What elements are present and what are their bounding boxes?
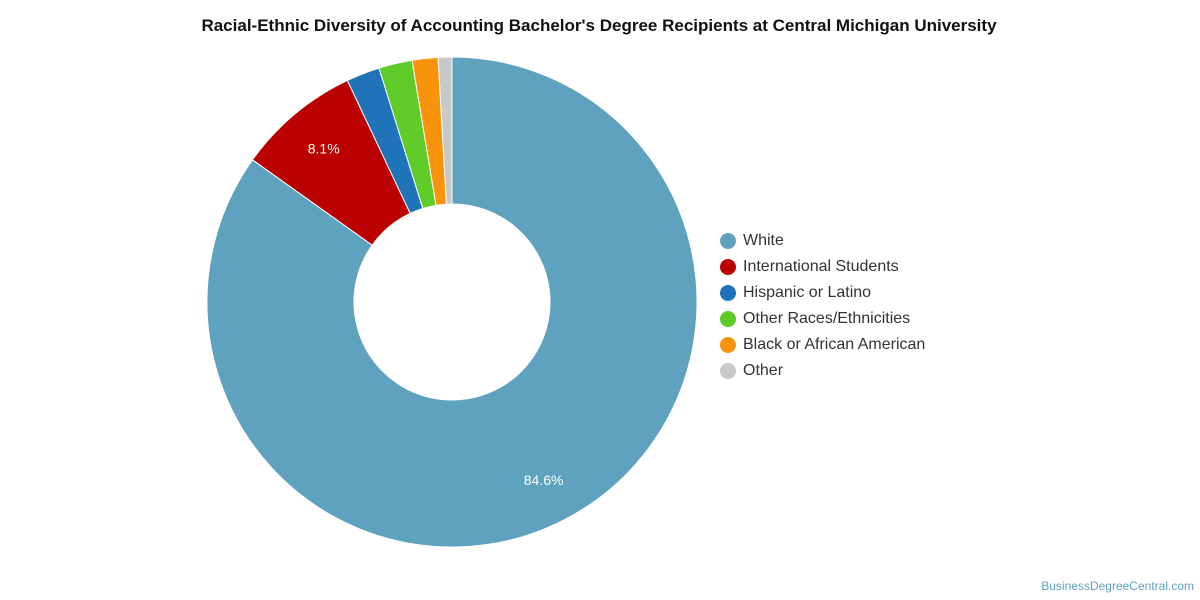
legend-item[interactable]: Black or African American bbox=[720, 332, 925, 358]
legend-marker bbox=[720, 285, 736, 301]
legend-marker bbox=[720, 311, 736, 327]
legend-label: International Students bbox=[743, 258, 899, 275]
legend-label: White bbox=[743, 232, 784, 249]
legend-item[interactable]: Other bbox=[720, 358, 925, 384]
legend-item[interactable]: Hispanic or Latino bbox=[720, 280, 925, 306]
pie-slice[interactable] bbox=[437, 56, 453, 205]
source-credit[interactable]: BusinessDegreeCentral.com bbox=[1041, 579, 1194, 593]
legend-marker bbox=[720, 337, 736, 353]
slice-data-label: 8.1% bbox=[308, 141, 340, 157]
legend-label: Other Races/Ethnicities bbox=[743, 310, 911, 327]
slice-data-label: 84.6% bbox=[524, 472, 564, 488]
legend-marker bbox=[720, 233, 736, 249]
legend-item[interactable]: International Students bbox=[720, 254, 925, 280]
legend-label: Hispanic or Latino bbox=[743, 284, 872, 301]
chart-title: Racial-Ethnic Diversity of Accounting Ba… bbox=[201, 16, 997, 35]
legend-item[interactable]: Other Races/Ethnicities bbox=[720, 306, 925, 332]
legend-marker bbox=[720, 363, 736, 379]
legend-label: Other bbox=[743, 362, 784, 379]
legend: White International Students Hispanic or… bbox=[720, 228, 925, 384]
pie-slice[interactable] bbox=[206, 56, 698, 548]
legend-label: Black or African American bbox=[743, 336, 926, 353]
legend-item[interactable]: White bbox=[720, 228, 925, 254]
legend-marker bbox=[720, 259, 736, 275]
